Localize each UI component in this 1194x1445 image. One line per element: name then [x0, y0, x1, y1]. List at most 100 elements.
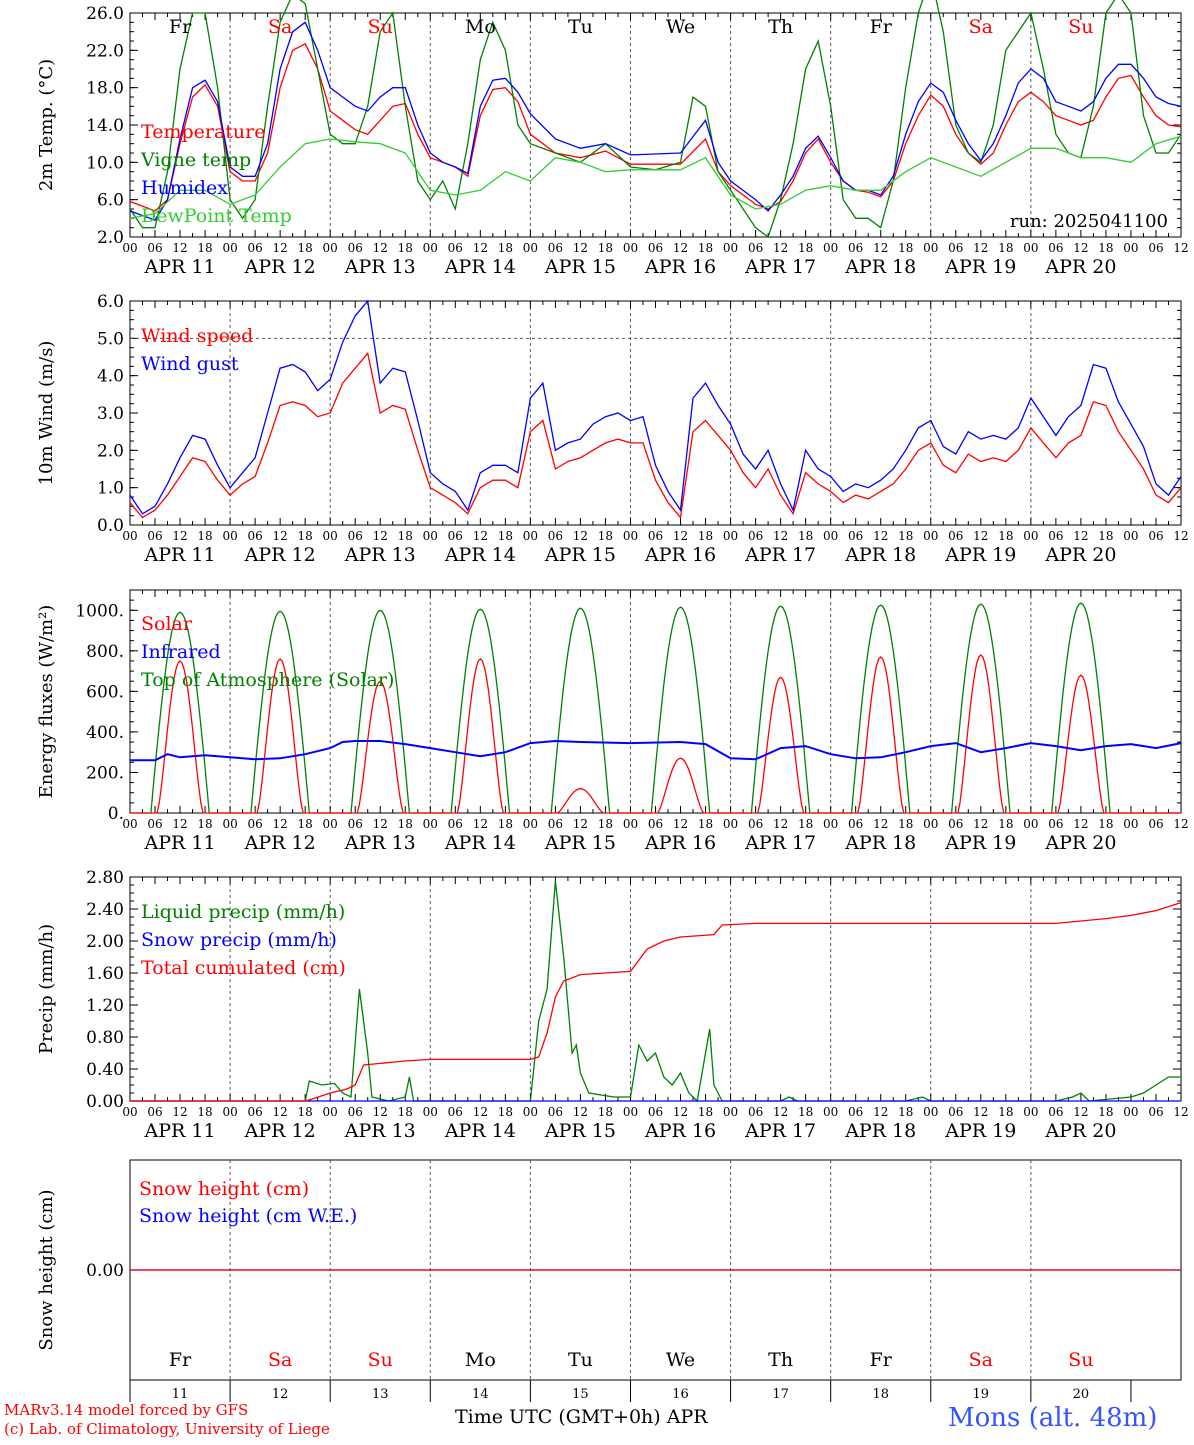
hour-tick-label: 18: [197, 1105, 212, 1119]
hour-tick-label: 12: [273, 529, 288, 543]
weekday-label: Fr: [870, 1349, 893, 1371]
hour-tick-label: 06: [548, 529, 563, 543]
hour-tick-label: 06: [748, 241, 763, 255]
y-tick-label: 2.80: [86, 868, 124, 888]
hour-tick-label: 06: [748, 1105, 763, 1119]
date-label: APR 16: [644, 1120, 716, 1142]
legend-entry: Wind gust: [141, 353, 239, 375]
hour-tick-label: 06: [448, 817, 463, 831]
date-label: APR 14: [444, 256, 516, 278]
day-number-label: 15: [572, 1387, 589, 1402]
legend-entry: Wind speed: [141, 325, 253, 347]
hour-tick-label: 18: [598, 241, 613, 255]
weekday-label: Su: [368, 1349, 393, 1371]
hour-tick-label: 00: [923, 241, 938, 255]
day-number-label: 13: [372, 1387, 389, 1402]
hour-tick-label: 06: [1148, 529, 1163, 543]
day-number-label: 20: [1073, 1387, 1090, 1402]
weekday-label: Sa: [268, 1349, 292, 1371]
hour-tick-label: 18: [698, 817, 713, 831]
date-label: APR 15: [544, 544, 616, 566]
hour-tick-label: 00: [122, 529, 137, 543]
y-tick-label: 3.0: [97, 404, 124, 424]
date-label: APR 20: [1044, 1120, 1116, 1142]
hour-tick-label: 06: [147, 241, 162, 255]
y-tick-label: 6.0: [97, 292, 124, 312]
weekday-label: Th: [768, 16, 793, 38]
weekday-label: Tu: [568, 16, 593, 38]
date-label: APR 17: [744, 256, 816, 278]
hour-tick-label: 18: [398, 529, 413, 543]
date-label: APR 14: [444, 832, 516, 854]
date-label: APR 19: [944, 256, 1016, 278]
y-axis-label: 2m Temp. (°C): [36, 59, 57, 191]
hour-tick-label: 00: [323, 817, 338, 831]
hour-tick-label: 18: [1098, 1105, 1113, 1119]
model-credit: MARv3.14 model forced by GFS: [4, 1401, 249, 1419]
hour-tick-label: 06: [948, 817, 963, 831]
panel-frame-1: [129, 300, 1182, 526]
weekday-label: Su: [368, 16, 393, 38]
hour-tick-label: 18: [798, 241, 813, 255]
y-tick-label: 14.0: [86, 116, 124, 136]
hour-tick-label: 12: [473, 817, 488, 831]
hour-tick-label: 18: [1098, 241, 1113, 255]
hour-tick-label: 18: [698, 1105, 713, 1119]
hour-tick-label: 12: [773, 241, 788, 255]
hour-tick-label: 00: [623, 529, 638, 543]
hour-tick-label: 12: [573, 1105, 588, 1119]
hour-tick-label: 18: [197, 241, 212, 255]
y-tick-label: 4.0: [97, 367, 124, 387]
hour-tick-label: 18: [398, 817, 413, 831]
y-tick-label: 0.80: [86, 1028, 124, 1048]
hour-tick-label: 12: [573, 817, 588, 831]
date-label: APR 19: [944, 1120, 1016, 1142]
hour-tick-label: 06: [1148, 1105, 1163, 1119]
weekday-label: Sa: [969, 1349, 993, 1371]
hour-tick-label: 18: [498, 1105, 513, 1119]
hour-tick-label: 18: [598, 1105, 613, 1119]
hour-tick-label: 00: [723, 529, 738, 543]
hour-tick-label: 06: [848, 529, 863, 543]
date-label: APR 20: [1044, 832, 1116, 854]
hour-tick-label: 18: [698, 529, 713, 543]
weekday-label: Mo: [465, 16, 496, 38]
hour-tick-label: 06: [648, 817, 663, 831]
hour-tick-label: 06: [448, 241, 463, 255]
date-label: APR 12: [244, 544, 316, 566]
y-tick-label: 22.0: [86, 41, 124, 61]
hour-tick-label: 00: [423, 529, 438, 543]
hour-tick-label: 18: [298, 817, 313, 831]
hour-tick-label: 12: [1073, 529, 1088, 543]
hour-tick-label: 00: [423, 241, 438, 255]
hour-tick-label: 12: [873, 241, 888, 255]
weekday-label: Mo: [465, 1349, 496, 1371]
hour-tick-label: 12: [172, 241, 187, 255]
hour-tick-label: 12: [473, 529, 488, 543]
hour-tick-label: 00: [723, 241, 738, 255]
weekday-label: Su: [1068, 1349, 1093, 1371]
y-tick-label: 0.00: [86, 1261, 124, 1281]
hour-tick-label: 12: [573, 529, 588, 543]
hour-tick-label: 12: [1173, 817, 1188, 831]
y-tick-label: 0.: [108, 804, 124, 824]
hour-tick-label: 12: [473, 241, 488, 255]
hour-tick-label: 00: [723, 1105, 738, 1119]
y-tick-label: 800.: [86, 642, 124, 662]
hour-tick-label: 06: [1148, 241, 1163, 255]
hour-tick-label: 06: [348, 529, 363, 543]
hour-tick-label: 00: [623, 241, 638, 255]
hour-tick-label: 00: [923, 529, 938, 543]
hour-tick-label: 18: [698, 241, 713, 255]
hour-tick-label: 12: [172, 529, 187, 543]
hour-tick-label: 06: [948, 241, 963, 255]
legend-entry: Humidex: [141, 177, 228, 199]
hour-tick-label: 06: [1148, 817, 1163, 831]
hour-tick-label: 12: [473, 1105, 488, 1119]
hour-tick-label: 06: [147, 1105, 162, 1119]
lab-credit: (c) Lab. of Climatology, University of L…: [4, 1420, 330, 1438]
hour-tick-label: 00: [1023, 817, 1038, 831]
hour-tick-label: 00: [323, 241, 338, 255]
hour-tick-label: 00: [1123, 529, 1138, 543]
